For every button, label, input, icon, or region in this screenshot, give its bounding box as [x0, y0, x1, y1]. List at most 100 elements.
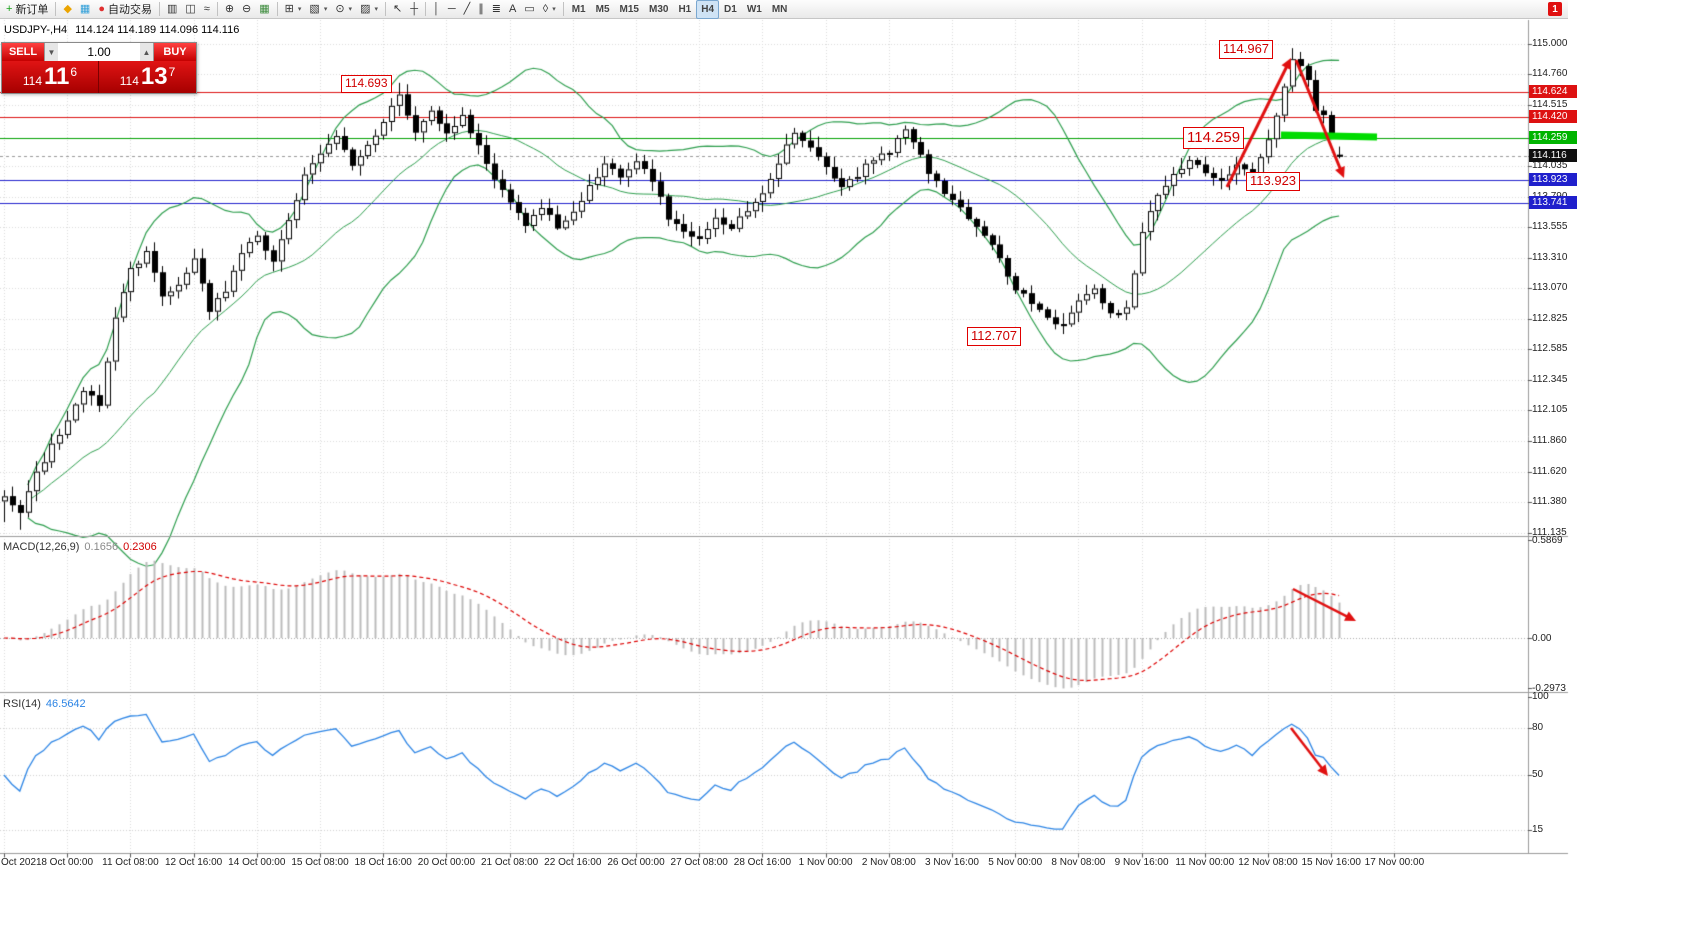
- time-axis-label: 8 Nov 08:00: [1051, 857, 1106, 868]
- vertical-line-button[interactable]: │: [429, 0, 444, 19]
- sell-button[interactable]: SELL: [2, 43, 44, 61]
- candlestick-chart-button-icon: ◫: [185, 2, 196, 15]
- tf-D1[interactable]: D1: [719, 0, 742, 19]
- zoom-out-button[interactable]: ⊖: [238, 0, 255, 19]
- periods-button[interactable]: ⊙ ▾: [331, 0, 356, 19]
- price-axis-badge: 114.116: [1529, 148, 1577, 162]
- time-axis-label: 27 Oct 08:00: [670, 857, 728, 868]
- ask-prefix: 114: [119, 73, 139, 88]
- tf-M15[interactable]: M15: [615, 0, 644, 19]
- macd-signal-value: 0.2306: [123, 541, 157, 553]
- chart-window-icon-button-icon: ◆: [63, 2, 72, 15]
- rsi-axis-tick: 50: [1532, 769, 1544, 780]
- fibonacci-button-icon: ≣: [491, 2, 502, 15]
- toolbar-separator: [216, 2, 218, 16]
- new-chart-button[interactable]: ⊞ ▾: [281, 0, 306, 19]
- tf-M30-label: M30: [648, 3, 669, 15]
- price-annotation[interactable]: 114.259: [1183, 127, 1245, 149]
- candlestick-chart-button[interactable]: ◫: [181, 0, 199, 19]
- volume-decrease-button[interactable]: ▼: [45, 43, 58, 61]
- time-axis-label: 26 Oct 00:00: [607, 857, 665, 868]
- price-annotation[interactable]: 113.923: [1246, 172, 1301, 191]
- price-annotation[interactable]: 114.967: [1219, 40, 1274, 59]
- price-axis-badge: 113.923: [1529, 173, 1577, 187]
- bid-price-panel[interactable]: 114 11 6: [2, 61, 99, 93]
- templates-button-icon: ▨: [360, 2, 371, 15]
- new-order-button[interactable]: + 新订单: [2, 0, 52, 19]
- channel-button-icon: ∥: [478, 2, 484, 15]
- chart-window-icon-button[interactable]: ◆: [59, 0, 75, 19]
- crosshair-button-icon: ┼: [410, 2, 418, 15]
- auto-trading-button[interactable]: ● 自动交易: [94, 0, 156, 19]
- tf-M30[interactable]: M30: [644, 0, 673, 19]
- horizontal-line-button[interactable]: ─: [444, 0, 460, 19]
- price-axis-tick: 114.515: [1532, 99, 1568, 111]
- price-axis-tick: 114.760: [1532, 68, 1568, 80]
- templates-button[interactable]: ▨ ▾: [356, 0, 382, 19]
- window-badge[interactable]: 1: [1548, 2, 1562, 16]
- ask-frac: 7: [168, 65, 176, 79]
- auto-trading-button-label: 自动交易: [107, 4, 152, 16]
- time-axis-label: 2 Nov 08:00: [861, 857, 916, 868]
- toolbar-separator: [425, 2, 426, 16]
- cursor-button[interactable]: ↖: [389, 0, 406, 19]
- shapes-button[interactable]: ◊ ▾: [539, 0, 560, 19]
- main-toolbar: + 新订单 ◆ ▦ ● 自动交易 ▥ ◫ ≈ ⊕ ⊖ ▦ ⊞ ▾ ▧ ▾ ⊙ ▾ ▨ ▾ ↖ ┼ │ ─ ╱ ∥ ≣ A ▭ ◊ ▾ M1 M5…: [0, 0, 1568, 19]
- price-axis-tick: 111.135: [1532, 526, 1567, 538]
- profiles-button[interactable]: ▧ ▾: [305, 0, 331, 19]
- price-annotation[interactable]: 114.693: [341, 75, 392, 93]
- vertical-line-button-icon: │: [433, 2, 440, 15]
- price-axis-tick: 112.825: [1532, 313, 1568, 325]
- tf-W1[interactable]: W1: [742, 0, 767, 19]
- zoom-in-button[interactable]: ⊕: [221, 0, 238, 19]
- line-chart-button[interactable]: ≈: [200, 0, 214, 19]
- crosshair-button[interactable]: ┼: [406, 0, 422, 19]
- channel-button[interactable]: ∥: [474, 0, 488, 19]
- bar-chart-button[interactable]: ▥: [163, 0, 181, 19]
- tile-windows-button-icon: ▦: [259, 2, 270, 15]
- price-axis-tick: 114.035: [1532, 160, 1568, 172]
- bar-chart-button-icon: ▥: [166, 2, 178, 15]
- market-watch-icon-button[interactable]: ▦: [76, 0, 94, 19]
- price-axis-tick: 113.070: [1532, 282, 1568, 294]
- ask-pips: 13: [140, 63, 168, 90]
- tf-H4[interactable]: H4: [696, 0, 720, 19]
- tile-windows-button[interactable]: ▦: [255, 0, 273, 19]
- tf-M1[interactable]: M1: [567, 0, 591, 19]
- new-chart-button-icon: ⊞: [284, 2, 294, 15]
- price-annotation[interactable]: 112.707: [967, 327, 1022, 346]
- ask-price-panel[interactable]: 114 13 7: [99, 61, 196, 93]
- volume-increase-button[interactable]: ▲: [140, 43, 153, 61]
- cursor-button-icon: ↖: [392, 2, 403, 15]
- time-axis-label: 1 Nov 00:00: [798, 857, 853, 868]
- price-axis-tick: 112.585: [1532, 343, 1568, 355]
- tf-M15-label: M15: [619, 3, 639, 15]
- new-order-button-label: 新订单: [15, 4, 49, 16]
- time-axis-label: 14 Oct 00:00: [228, 857, 286, 868]
- volume-control: ▼ 1.00 ▲: [44, 43, 154, 61]
- tf-M5[interactable]: M5: [591, 0, 615, 19]
- market-watch-icon-button-icon: ▦: [79, 2, 91, 15]
- text-label-button[interactable]: ▭: [520, 0, 538, 19]
- tf-H1[interactable]: H1: [673, 0, 696, 19]
- trendline-button[interactable]: ╱: [460, 0, 475, 19]
- rsi-axis-tick: 80: [1532, 722, 1544, 733]
- bid-frac: 6: [70, 65, 78, 79]
- periods-button-icon: ⊙: [335, 2, 345, 15]
- price-axis-tick: 111.620: [1532, 465, 1567, 477]
- fibonacci-button[interactable]: ≣: [488, 0, 505, 19]
- buy-button[interactable]: BUY: [154, 43, 196, 61]
- price-axis-tick: 115.000: [1532, 38, 1568, 49]
- chevron-down-icon: ▾: [374, 6, 378, 13]
- line-chart-button-icon: ≈: [203, 2, 210, 15]
- time-axis-label: 11 Nov 00:00: [1175, 857, 1235, 868]
- symbol-ohlc-label: USDJPY-,H4 114.124 114.189 114.096 114.11…: [4, 24, 239, 36]
- tf-MN[interactable]: MN: [767, 0, 793, 19]
- price-axis-tick: 112.105: [1532, 404, 1568, 416]
- time-axis-label: 15 Nov 16:00: [1301, 857, 1361, 868]
- volume-input[interactable]: 1.00: [87, 45, 111, 59]
- macd-main-value: 0.1656: [84, 541, 119, 553]
- text-button[interactable]: A: [505, 0, 520, 19]
- toolbar-separator: [384, 2, 386, 16]
